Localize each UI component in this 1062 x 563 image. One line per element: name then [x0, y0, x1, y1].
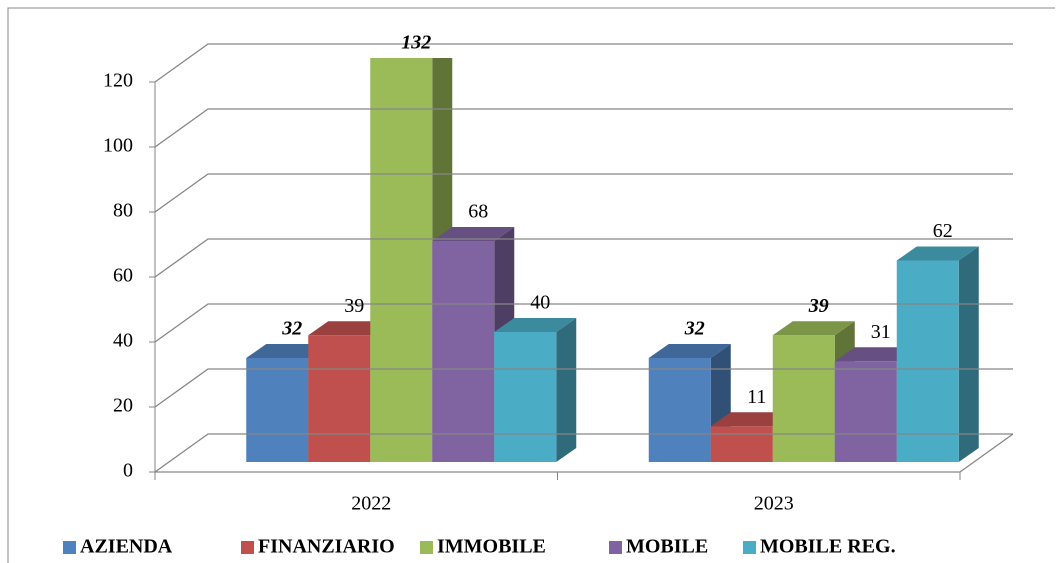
bar-side	[958, 246, 979, 462]
y-tick-label: 120	[103, 70, 133, 92]
data-label: 132	[401, 32, 431, 54]
bar	[370, 58, 433, 462]
grid-line	[154, 368, 1013, 408]
legend-label: MOBILE REG.	[760, 536, 896, 558]
data-label: 40	[530, 292, 550, 314]
x-tick-label: 2022	[351, 493, 391, 515]
bar	[494, 332, 557, 462]
data-label: 39	[344, 295, 364, 317]
bar-top	[896, 246, 979, 261]
y-tick-label: 0	[123, 460, 133, 482]
chart-border	[7, 7, 1055, 563]
y-tick-label: 40	[113, 330, 133, 352]
bar	[648, 358, 711, 462]
bar-top	[246, 344, 329, 358]
legend-label: IMMOBILE	[437, 536, 546, 558]
x-tick-label: 2023	[754, 493, 794, 515]
bar	[772, 335, 835, 462]
y-tick-label: 20	[113, 395, 133, 417]
legend-label: FINANZIARIO	[258, 536, 395, 558]
legend-label: MOBILE	[626, 536, 708, 558]
grid-line	[154, 173, 1013, 213]
data-label: 39	[808, 295, 829, 317]
legend-swatch	[420, 541, 433, 554]
data-label: 11	[747, 386, 766, 408]
grid-line	[154, 433, 1013, 473]
legend-swatch	[743, 541, 756, 554]
bar-top	[494, 318, 577, 332]
bar-top	[432, 227, 515, 241]
grid-line	[154, 238, 1013, 278]
data-label: 68	[468, 201, 488, 223]
bar-top	[648, 344, 731, 358]
legend-swatch	[63, 541, 76, 554]
data-label: 62	[933, 220, 953, 242]
bar	[246, 358, 309, 462]
bar-top	[772, 321, 855, 336]
grid-line	[154, 303, 1013, 343]
legend-swatch	[609, 541, 622, 554]
bar	[308, 335, 371, 462]
grid-line	[154, 108, 1013, 148]
grid-line	[154, 43, 1013, 83]
legend-label: AZIENDA	[80, 536, 173, 558]
legend-swatch	[241, 541, 254, 554]
bar-top	[710, 412, 793, 427]
bar-top	[834, 347, 917, 362]
y-tick-label: 100	[103, 135, 133, 157]
data-label: 32	[281, 318, 302, 340]
data-label: 31	[871, 321, 891, 343]
y-tick-label: 80	[113, 200, 133, 222]
bar-side	[556, 318, 577, 462]
bar	[834, 361, 897, 462]
y-tick-label: 60	[113, 265, 133, 287]
bar	[432, 241, 495, 462]
bar	[896, 260, 959, 462]
bar	[710, 426, 773, 462]
data-label: 32	[684, 318, 705, 340]
bar-top	[308, 321, 391, 336]
bars	[246, 58, 979, 462]
